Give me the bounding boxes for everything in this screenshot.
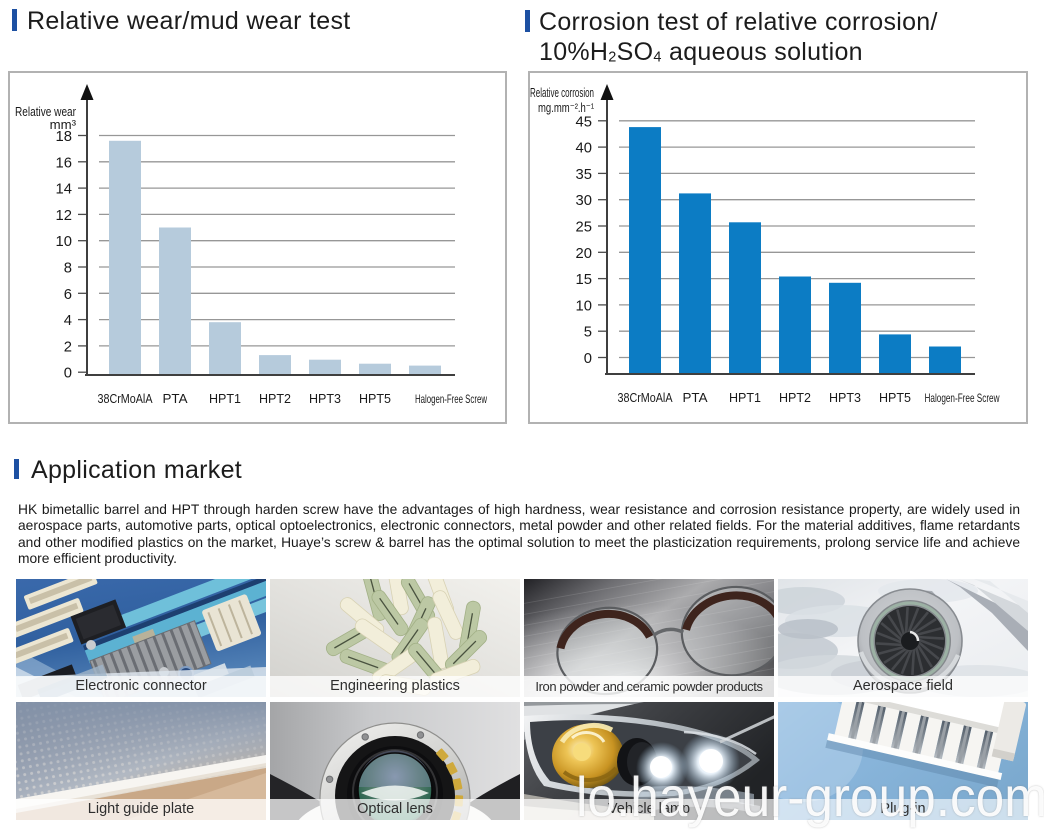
svg-text:18: 18 xyxy=(56,129,72,145)
svg-text:HPT3: HPT3 xyxy=(309,391,341,406)
svg-text:0: 0 xyxy=(584,351,592,367)
svg-text:Relative corrosion: Relative corrosion xyxy=(530,85,594,100)
svg-text:HPT1: HPT1 xyxy=(729,390,761,405)
svg-text:PTA: PTA xyxy=(683,390,708,405)
svg-text:HPT3: HPT3 xyxy=(829,390,861,405)
svg-text:15: 15 xyxy=(576,272,592,288)
svg-text:mm³: mm³ xyxy=(50,117,77,132)
svg-text:16: 16 xyxy=(56,155,72,171)
svg-text:38CrMoAlA: 38CrMoAlA xyxy=(618,390,673,405)
svg-text:HPT5: HPT5 xyxy=(879,390,911,405)
svg-text:HPT2: HPT2 xyxy=(259,391,291,406)
svg-text:Relative wear: Relative wear xyxy=(15,104,76,119)
svg-text:20: 20 xyxy=(576,246,592,262)
svg-text:10: 10 xyxy=(576,298,592,314)
svg-text:35: 35 xyxy=(576,167,592,183)
svg-text:Halogen-Free Screw: Halogen-Free Screw xyxy=(415,392,487,406)
svg-text:38CrMoAlA: 38CrMoAlA xyxy=(98,391,153,406)
svg-text:12: 12 xyxy=(56,208,72,224)
svg-text:45: 45 xyxy=(576,114,592,130)
svg-text:0: 0 xyxy=(64,366,72,382)
svg-text:8: 8 xyxy=(64,261,72,277)
svg-text:PTA: PTA xyxy=(163,391,188,406)
svg-text:6: 6 xyxy=(64,287,72,303)
svg-text:2: 2 xyxy=(64,339,72,355)
svg-text:25: 25 xyxy=(576,220,592,236)
svg-text:HPT5: HPT5 xyxy=(359,391,391,406)
svg-text:40: 40 xyxy=(576,141,592,157)
svg-text:4: 4 xyxy=(64,313,72,329)
svg-text:30: 30 xyxy=(576,193,592,209)
svg-text:mg.mm⁻².h⁻¹: mg.mm⁻².h⁻¹ xyxy=(538,100,594,115)
svg-text:HPT2: HPT2 xyxy=(779,390,811,405)
svg-text:Halogen-Free Screw: Halogen-Free Screw xyxy=(925,391,1000,405)
svg-text:14: 14 xyxy=(56,182,72,198)
svg-text:10: 10 xyxy=(56,234,72,250)
svg-text:HPT1: HPT1 xyxy=(209,391,241,406)
svg-text:5: 5 xyxy=(584,325,592,341)
